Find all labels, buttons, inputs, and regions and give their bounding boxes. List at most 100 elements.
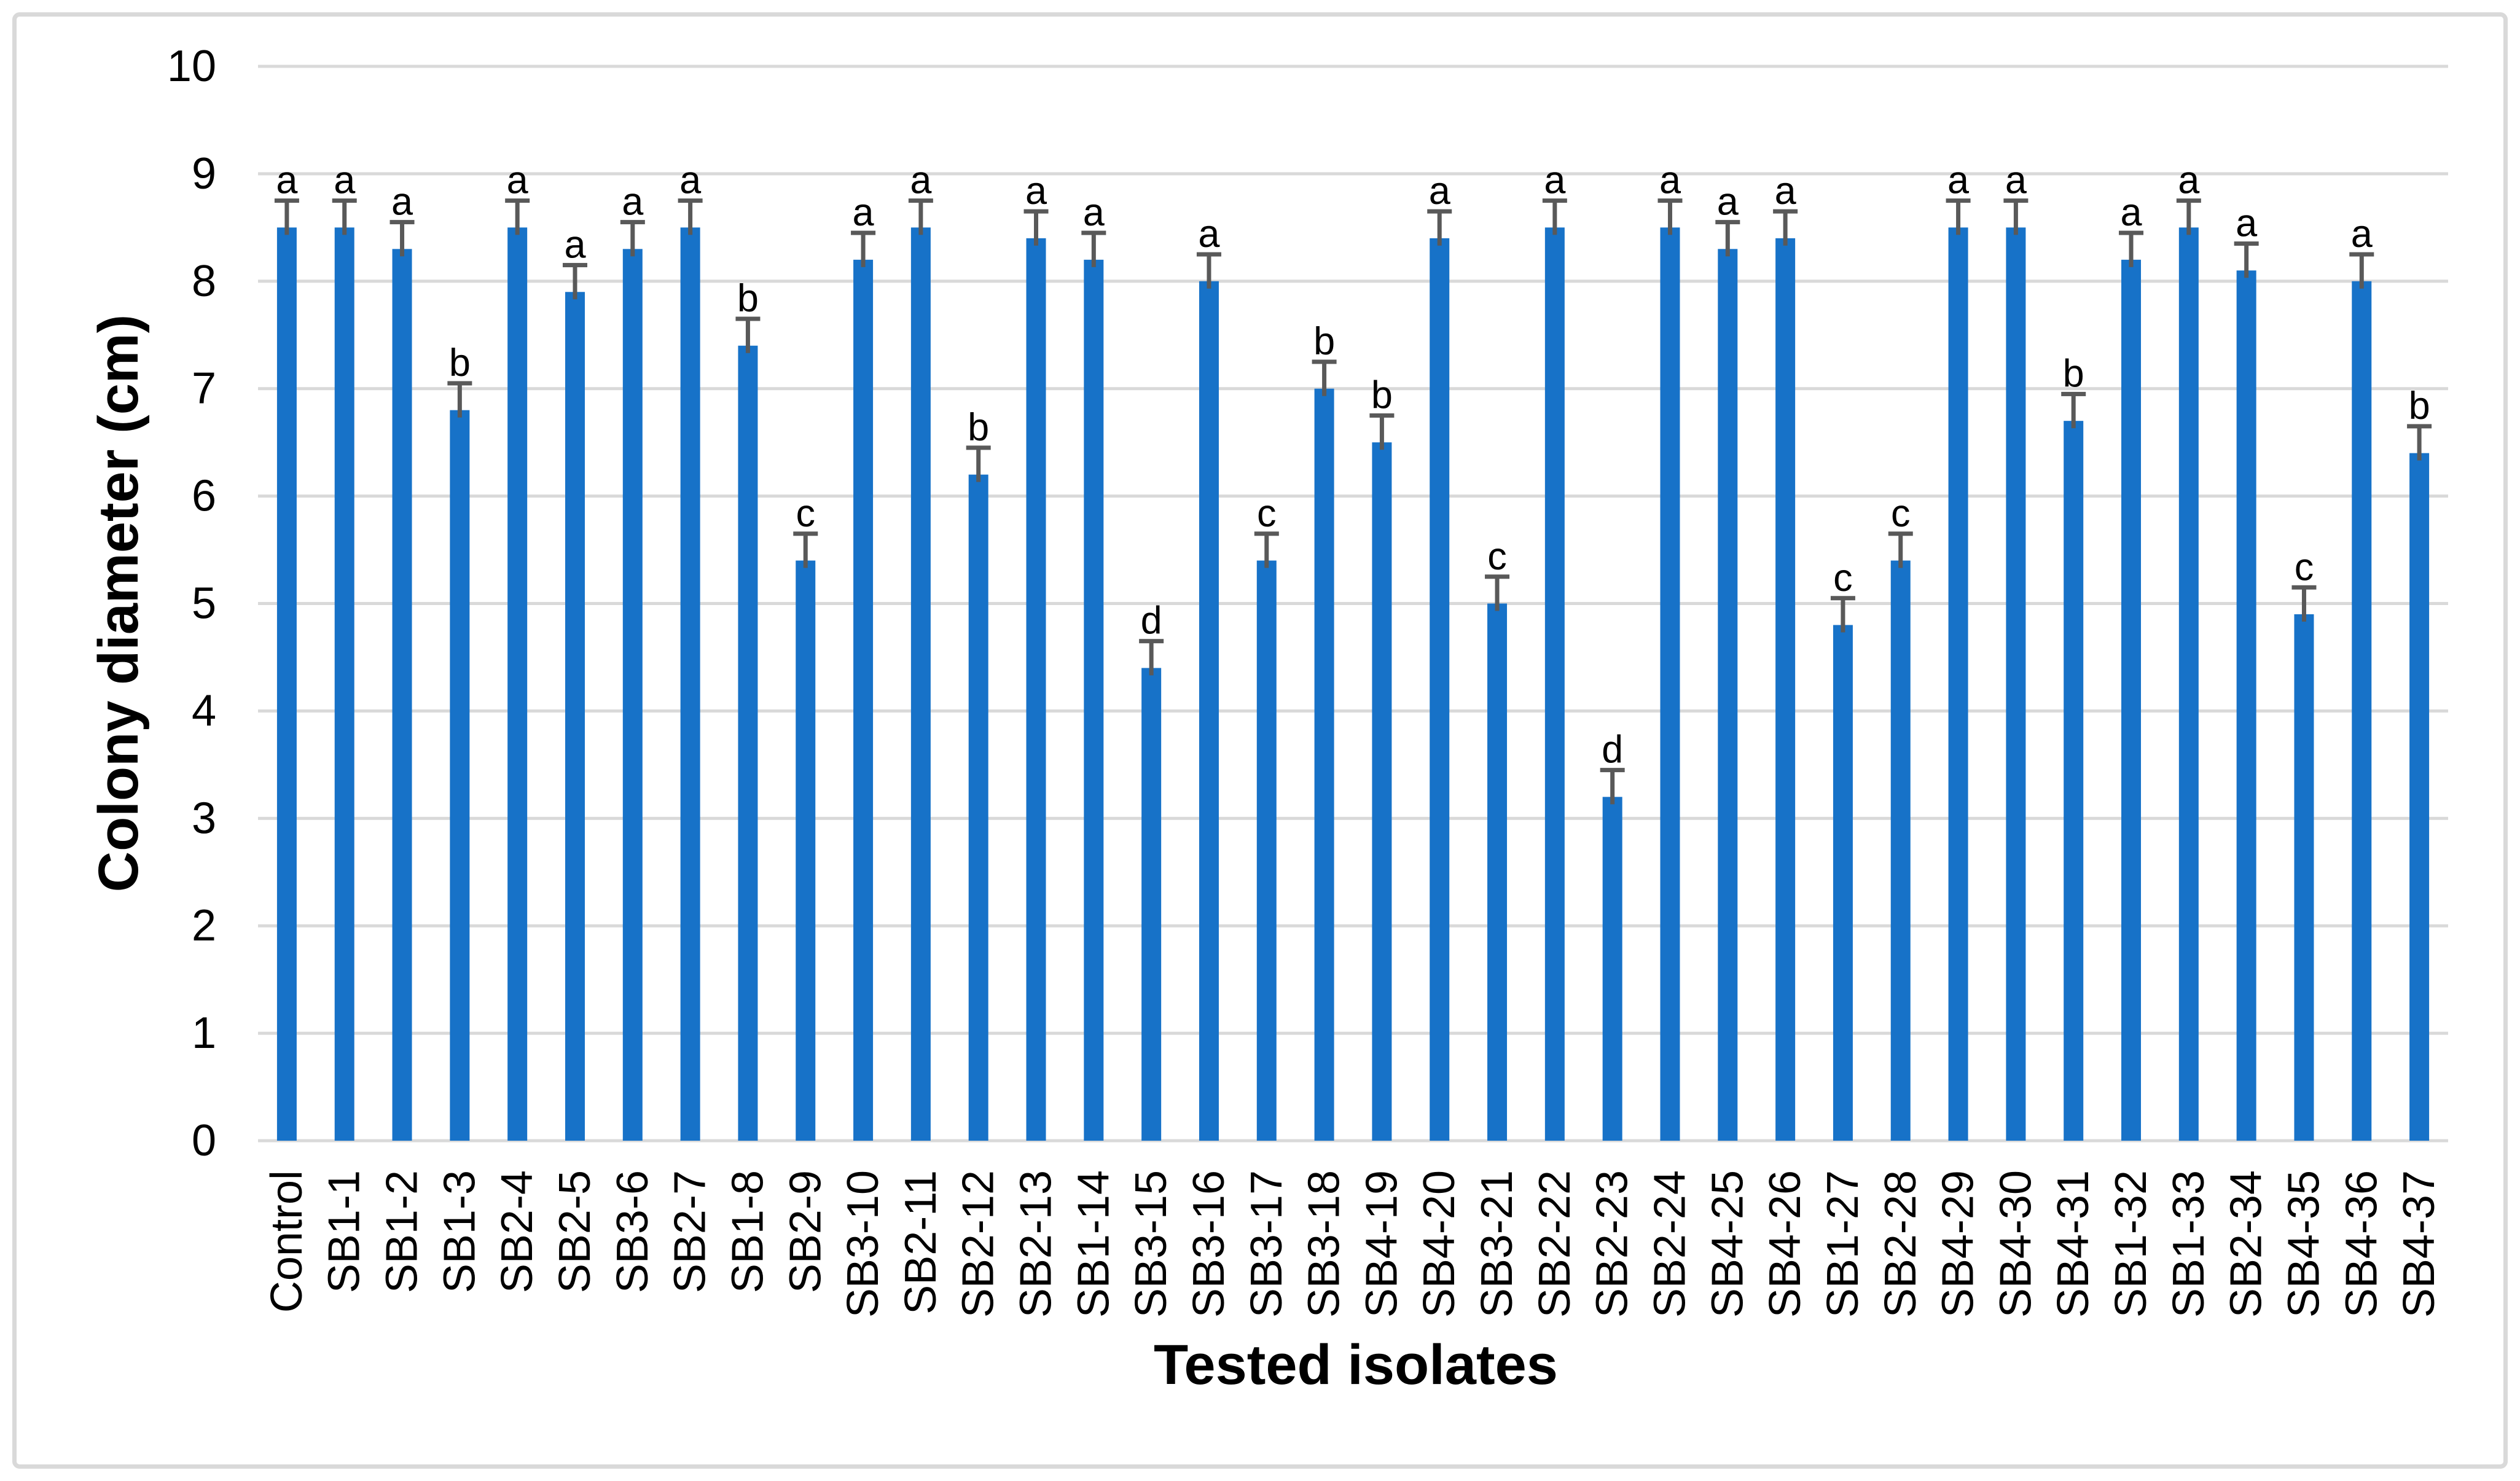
gridlines bbox=[258, 64, 2448, 1143]
error-cap-SB3-6 bbox=[620, 220, 645, 225]
bar-SB2-11 bbox=[910, 227, 931, 1141]
error-cap-SB1-3 bbox=[447, 381, 472, 386]
bar-SB4-20 bbox=[1430, 238, 1450, 1141]
error-whisker-SB4-30 bbox=[2013, 200, 2018, 235]
x-category-label-SB2-9: SB2-9 bbox=[781, 1170, 830, 1293]
sig-letter-SB1-1: a bbox=[334, 159, 356, 202]
x-category-label-SB1-32: SB1-32 bbox=[2107, 1170, 2156, 1318]
sig-letter-SB2-28: c bbox=[1891, 492, 1911, 535]
error-cap-SB1-1 bbox=[332, 198, 357, 203]
error-whisker-SB4-20 bbox=[1437, 211, 1442, 246]
error-whisker-SB3-6 bbox=[630, 222, 635, 257]
error-whisker-SB2-22 bbox=[1552, 200, 1557, 235]
x-category-label-SB3-6: SB3-6 bbox=[608, 1170, 657, 1293]
sig-letter-SB2-23: d bbox=[1602, 729, 1623, 772]
error-cap-SB4-35 bbox=[2291, 585, 2317, 590]
x-axis-title: Tested isolates bbox=[1154, 1334, 1558, 1396]
error-whisker-SB4-37 bbox=[2417, 426, 2422, 461]
x-category-label-SB2-34: SB2-34 bbox=[2222, 1170, 2271, 1318]
x-category-label-SB1-14: SB1-14 bbox=[1069, 1170, 1118, 1318]
sig-letter-SB4-30: a bbox=[2005, 159, 2027, 202]
error-whisker-SB3-15 bbox=[1149, 641, 1154, 676]
bar-SB1-2 bbox=[392, 249, 412, 1141]
x-category-label-SB2-13: SB2-13 bbox=[1012, 1170, 1061, 1318]
y-tick-label-5: 5 bbox=[192, 579, 216, 628]
sig-letter-SB4-26: a bbox=[1775, 170, 1797, 213]
error-whisker-SB4-35 bbox=[2301, 587, 2306, 622]
sig-letter-Control: a bbox=[276, 159, 298, 202]
bar-SB1-1 bbox=[334, 227, 354, 1141]
bars bbox=[276, 227, 2430, 1141]
x-category-label-SB2-4: SB2-4 bbox=[493, 1170, 542, 1293]
bar-SB1-8 bbox=[738, 345, 758, 1141]
sig-letter-SB1-27: c bbox=[1833, 557, 1853, 600]
sig-letter-SB4-29: a bbox=[1947, 159, 1970, 202]
sig-letter-SB1-14: a bbox=[1083, 191, 1105, 234]
y-tick-label-8: 8 bbox=[192, 257, 216, 306]
sig-letter-SB2-5: a bbox=[564, 224, 586, 267]
bar-SB1-32 bbox=[2121, 259, 2142, 1141]
bar-SB3-16 bbox=[1199, 281, 1219, 1141]
x-category-label-SB4-30: SB4-30 bbox=[1991, 1170, 2040, 1318]
bar-SB2-7 bbox=[680, 227, 700, 1141]
sig-letter-SB2-7: a bbox=[679, 159, 702, 202]
gridline-8 bbox=[258, 279, 2448, 283]
sig-letter-SB3-6: a bbox=[622, 181, 644, 224]
error-cap-SB2-34 bbox=[2234, 241, 2259, 246]
sig-letter-SB2-12: b bbox=[968, 406, 989, 449]
x-category-label-SB2-12: SB2-12 bbox=[954, 1170, 1003, 1318]
error-whisker-SB2-11 bbox=[918, 200, 923, 235]
y-tick-label-10: 10 bbox=[167, 42, 216, 91]
gridline-6 bbox=[258, 494, 2448, 498]
error-bars bbox=[274, 198, 2432, 805]
error-cap-Control bbox=[274, 198, 299, 203]
sig-letter-SB2-4: a bbox=[507, 159, 529, 202]
bar-SB2-22 bbox=[1544, 227, 1565, 1141]
error-cap-SB1-27 bbox=[1830, 596, 1855, 601]
error-whisker-SB1-1 bbox=[342, 200, 347, 235]
bar-SB1-27 bbox=[1833, 625, 1853, 1141]
error-whisker-SB3-21 bbox=[1495, 576, 1500, 611]
x-category-labels: Control SB1-1 SB1-2 SB1-3 SB2-4 SB2-5 SB3-6 SB2… bbox=[262, 1170, 2444, 1318]
sig-letter-SB4-35: c bbox=[2295, 545, 2314, 588]
x-category-label-SB4-35: SB4-35 bbox=[2279, 1170, 2328, 1318]
error-whisker-SB4-25 bbox=[1725, 222, 1730, 257]
bar-SB1-3 bbox=[450, 410, 470, 1141]
error-whisker-SB2-12 bbox=[976, 447, 981, 482]
bar-SB3-18 bbox=[1314, 388, 1334, 1141]
error-cap-SB2-12 bbox=[966, 445, 991, 450]
error-cap-SB4-20 bbox=[1427, 209, 1452, 214]
x-category-label-SB1-33: SB1-33 bbox=[2164, 1170, 2213, 1318]
sig-letter-SB3-17: c bbox=[1257, 492, 1277, 535]
bar-SB2-9 bbox=[796, 560, 816, 1141]
y-tick-labels: 0 1 2 3 4 5 6 7 8 9 10 bbox=[167, 42, 216, 1165]
y-tick-label-3: 3 bbox=[192, 794, 216, 843]
sig-letter-SB2-34: a bbox=[2236, 202, 2258, 245]
error-whisker-SB1-3 bbox=[457, 383, 462, 418]
bar-SB2-23 bbox=[1602, 797, 1622, 1141]
y-tick-label-0: 0 bbox=[192, 1116, 216, 1165]
error-whisker-SB2-13 bbox=[1034, 211, 1039, 246]
error-whisker-SB2-34 bbox=[2244, 243, 2249, 278]
error-cap-SB3-10 bbox=[851, 230, 876, 235]
error-whisker-SB3-10 bbox=[861, 233, 866, 267]
error-cap-SB4-37 bbox=[2407, 424, 2432, 429]
bar-Control bbox=[276, 227, 297, 1141]
sig-letter-SB1-32: a bbox=[2120, 191, 2142, 234]
bar-SB4-37 bbox=[2409, 453, 2430, 1141]
bar-SB4-35 bbox=[2294, 614, 2314, 1141]
sig-letter-SB1-2: a bbox=[391, 181, 413, 224]
bar-SB4-36 bbox=[2352, 281, 2372, 1141]
bar-SB2-4 bbox=[507, 227, 528, 1141]
sig-letter-SB1-33: a bbox=[2178, 159, 2200, 202]
error-cap-SB2-4 bbox=[505, 198, 530, 203]
y-tick-label-7: 7 bbox=[192, 364, 216, 413]
x-category-label-SB3-21: SB3-21 bbox=[1473, 1170, 1522, 1318]
bar-SB4-30 bbox=[2006, 227, 2026, 1141]
sig-letter-SB1-3: b bbox=[449, 342, 471, 385]
error-cap-SB3-17 bbox=[1254, 531, 1279, 536]
error-cap-SB1-14 bbox=[1081, 230, 1106, 235]
